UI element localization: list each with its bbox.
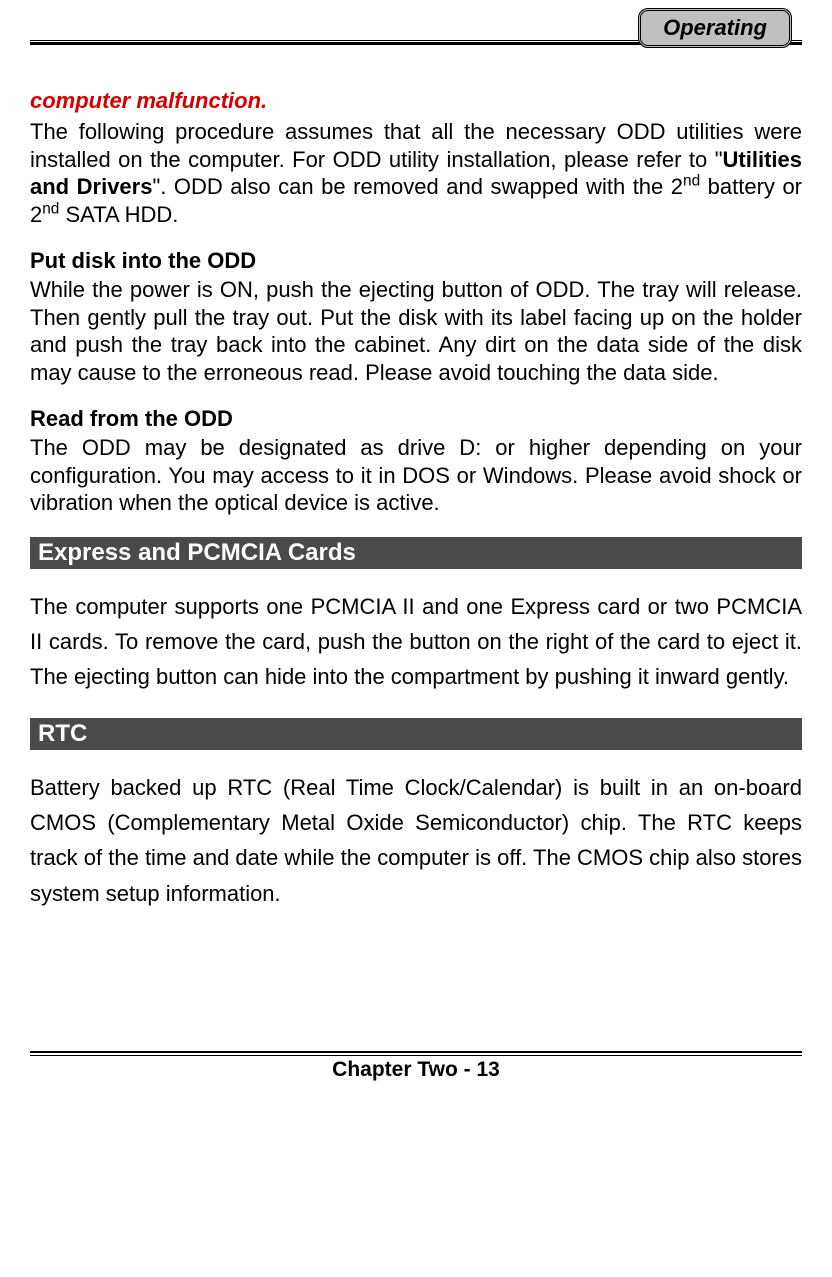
document-page: Operating computer malfunction. The foll… [0, 8, 832, 1112]
warning-text: computer malfunction. [30, 88, 802, 114]
intro-mid: ". ODD also can be removed and swapped w… [152, 174, 683, 199]
read-odd-heading: Read from the ODD [30, 406, 802, 432]
section-title-express: Express and PCMCIA Cards [30, 537, 802, 569]
page-content: computer malfunction. The following proc… [30, 88, 802, 911]
intro-pre: The following procedure assumes that all… [30, 119, 802, 172]
read-odd-body: The ODD may be designated as drive D: or… [30, 434, 802, 517]
intro-paragraph: The following procedure assumes that all… [30, 118, 802, 228]
section-rtc-body: Battery backed up RTC (Real Time Clock/C… [30, 770, 802, 911]
header-badge: Operating [638, 8, 792, 48]
footer-rule [30, 1051, 802, 1056]
page-header: Operating [30, 8, 802, 58]
section-express-body: The computer supports one PCMCIA II and … [30, 589, 802, 695]
footer-text: Chapter Two - 13 [30, 1058, 802, 1082]
section-title-rtc: RTC [30, 718, 802, 750]
intro-sup2: nd [42, 200, 59, 217]
page-footer: Chapter Two - 13 [30, 1051, 802, 1082]
intro-sup1: nd [683, 173, 700, 190]
intro-post: SATA HDD. [59, 202, 178, 227]
put-disk-body: While the power is ON, push the ejecting… [30, 276, 802, 386]
put-disk-heading: Put disk into the ODD [30, 248, 802, 274]
